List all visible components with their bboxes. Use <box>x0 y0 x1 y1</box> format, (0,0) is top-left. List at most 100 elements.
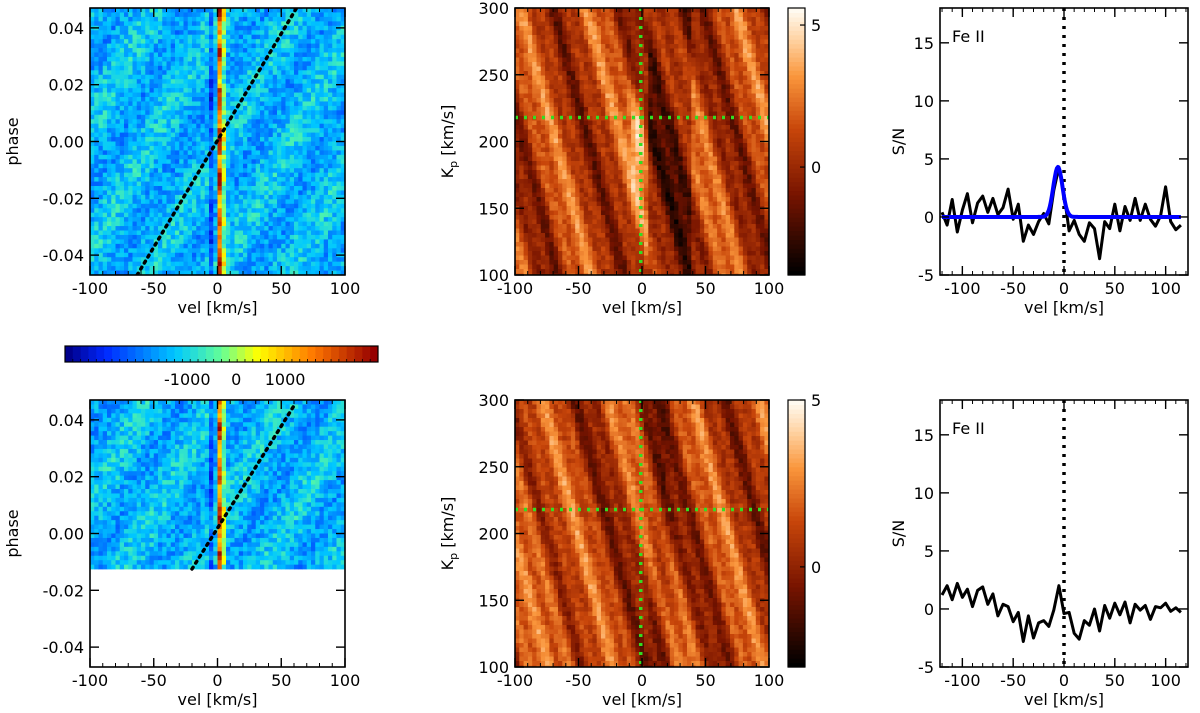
top-trail-cell <box>132 199 138 205</box>
top-trail-cell <box>111 203 116 209</box>
top-trail-cell <box>272 261 278 267</box>
top-trail-cell <box>289 172 295 178</box>
top-trail-cell <box>213 16 218 22</box>
top-trail-cell <box>200 48 206 53</box>
top-trail-cell <box>328 177 333 182</box>
top-trail-cell <box>124 257 129 263</box>
top-kp-map-cell <box>579 210 585 216</box>
top-trail-cell <box>192 48 197 53</box>
top-trail-cell <box>328 65 333 71</box>
top-trail-cell <box>302 163 308 169</box>
top-trail-cell <box>285 132 291 138</box>
top-trail-cell <box>306 270 312 275</box>
top-trail-cell <box>217 8 223 13</box>
top-trail-cell <box>166 119 172 125</box>
top-kp-map-cell <box>553 120 559 126</box>
top-kp-map-cell <box>601 48 606 54</box>
top-kp-map-cell <box>558 89 563 94</box>
top-trail-cell <box>247 39 252 44</box>
top-trail-cell <box>141 43 146 49</box>
top-trail-cell <box>340 43 345 49</box>
top-trail-cell <box>102 16 108 22</box>
top-trail-cell <box>209 248 214 254</box>
top-kp-map-cell <box>601 107 606 112</box>
top-trail-cell <box>128 8 133 13</box>
top-trail-cell <box>328 79 333 85</box>
top-trail-cell <box>298 212 303 218</box>
top-trail-cell <box>90 30 95 36</box>
top-kp-map-cell <box>601 201 606 207</box>
top-kp-map-cell <box>570 183 576 189</box>
top-trail-cell <box>302 221 308 227</box>
top-trail-cell <box>238 194 244 200</box>
top-trail-cell <box>162 61 167 67</box>
top-trail-cell <box>204 8 210 13</box>
top-trail-cell <box>298 39 303 44</box>
top-kp-map-cell <box>588 152 593 157</box>
top-kp-map-cell <box>596 35 602 40</box>
top-trail-cell <box>90 74 95 80</box>
top-trail-cell <box>294 212 299 218</box>
top-kp-map-cell <box>536 8 542 13</box>
top-trail-cell <box>336 56 342 62</box>
top-trail-cell <box>298 145 303 151</box>
top-trail-cell <box>281 141 286 147</box>
top-trail-cell <box>289 261 295 267</box>
top-kp-map-cell <box>575 125 580 130</box>
top-trail-cell <box>264 110 269 116</box>
top-kp-map-cell <box>549 102 555 108</box>
top-trail-cell <box>306 172 312 178</box>
top-kp-map-cell <box>605 30 611 36</box>
top-trail-cell <box>277 74 282 80</box>
top-trail-cell <box>251 270 257 275</box>
top-trail-cell <box>102 43 108 49</box>
top-trail-cell <box>115 266 121 271</box>
top-kp-map-cell <box>515 84 520 90</box>
top-trail-cell <box>107 150 112 156</box>
top-trail-cell <box>272 141 278 147</box>
top-trail-cell <box>204 114 210 120</box>
top-trail-cell <box>336 34 342 40</box>
top-trail-cell <box>217 150 223 156</box>
top-kp-map-cell <box>519 170 525 175</box>
top-kp-map-cell <box>519 80 525 85</box>
top-trail-cell <box>102 137 108 142</box>
top-trail-cell <box>332 43 337 49</box>
top-trail-cell <box>166 261 172 267</box>
top-kp-map-cell <box>588 269 593 274</box>
top-trail-cell <box>285 61 291 67</box>
top-kp-map-cell <box>575 84 580 90</box>
top-trail-cell <box>311 186 316 191</box>
top-kp-map-cell <box>562 228 568 234</box>
top-kp-map-cell <box>579 233 585 238</box>
top-kp-map-cell <box>601 192 606 198</box>
top-trail-cell <box>158 39 163 44</box>
top-trail-cell <box>145 39 150 44</box>
top-trail-cell <box>230 150 235 156</box>
top-trail-cell <box>94 141 99 147</box>
top-kp-map-cell <box>583 233 589 238</box>
top-trail-cell <box>217 186 223 191</box>
top-trail-cell <box>192 141 197 147</box>
top-trail-cell <box>289 248 295 254</box>
top-kp-map-cell <box>545 8 550 13</box>
top-kp-map-cell <box>549 53 555 58</box>
top-trail-cell <box>179 105 184 111</box>
top-trail-cell <box>251 39 257 44</box>
top-kp-map-cell <box>596 138 602 144</box>
top-trail-cell <box>209 52 214 58</box>
top-trail-cell <box>217 199 223 205</box>
top-kp-map-cell <box>588 66 593 72</box>
top-trail-cell <box>298 34 303 40</box>
top-kp-map-cell <box>545 26 550 31</box>
top-trail-cell <box>94 248 99 254</box>
top-trail-cell <box>170 52 176 58</box>
top-trail-cell <box>238 145 244 151</box>
top-trail-cell <box>153 186 159 191</box>
top-kp-map-cell <box>605 57 611 63</box>
top-kp-map-cell <box>583 192 589 198</box>
top-kp-map-cell <box>588 242 593 247</box>
top-kp-map-cell <box>532 269 537 274</box>
top-trail-cell <box>166 159 172 165</box>
top-kp-map-cell <box>570 143 576 148</box>
